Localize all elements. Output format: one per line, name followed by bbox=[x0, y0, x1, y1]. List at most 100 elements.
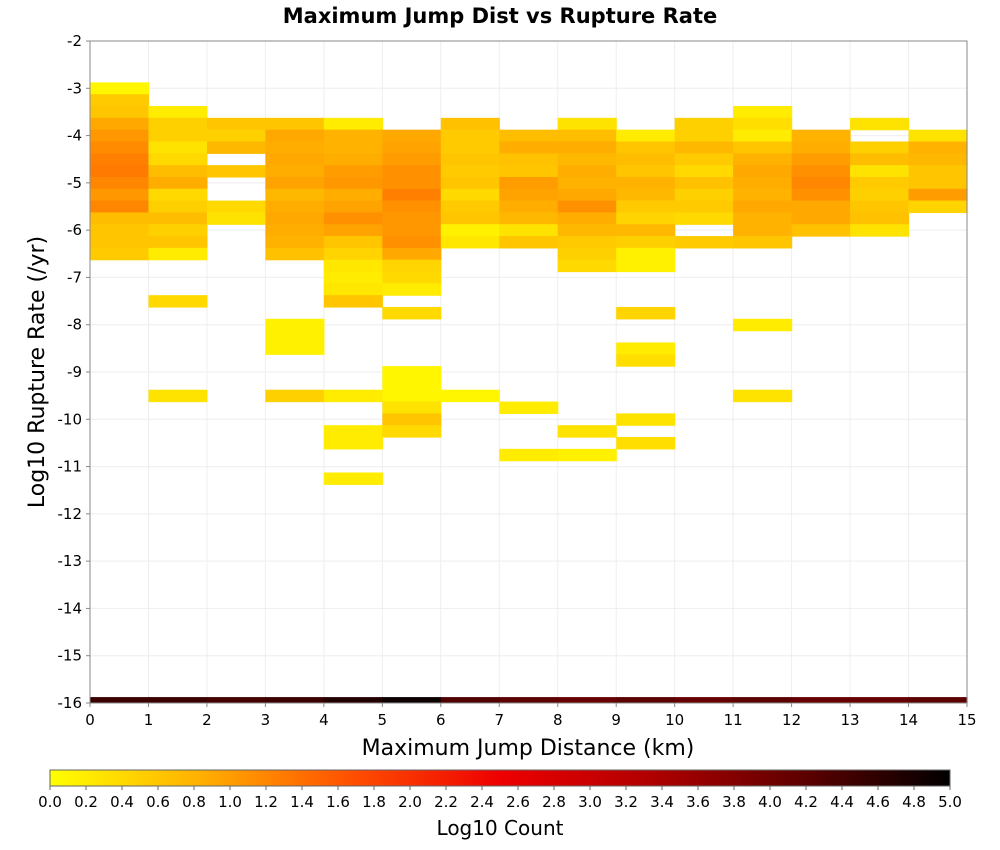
colorbar-tick-label: 0.0 bbox=[38, 793, 62, 811]
heatmap-cell bbox=[674, 153, 734, 166]
heatmap-cell bbox=[850, 117, 910, 131]
heatmap-cell bbox=[499, 212, 559, 225]
heatmap-cell bbox=[382, 165, 442, 178]
heatmap-cell bbox=[733, 236, 793, 249]
heatmap-cell bbox=[557, 176, 617, 190]
x-tick-label: 15 bbox=[957, 711, 976, 729]
x-tick-label: 7 bbox=[494, 711, 504, 729]
heatmap-cell bbox=[733, 117, 793, 131]
heatmap-cell bbox=[90, 106, 150, 119]
heatmap-cell bbox=[265, 188, 325, 202]
heatmap-cell bbox=[499, 176, 559, 190]
heatmap-cell bbox=[499, 141, 559, 154]
heatmap-cell bbox=[90, 224, 150, 237]
colorbar bbox=[49, 769, 951, 787]
heatmap-cell bbox=[440, 200, 500, 214]
heatmap-cell-bottom bbox=[90, 697, 150, 703]
heatmap-cell bbox=[382, 377, 442, 391]
heatmap-cell bbox=[733, 153, 793, 166]
heatmap-cell bbox=[323, 437, 383, 450]
heatmap-cell bbox=[90, 236, 150, 249]
heatmap-cell bbox=[148, 188, 208, 202]
heatmap-cell bbox=[90, 129, 150, 143]
heatmap-cell bbox=[323, 200, 383, 214]
heatmap-cell bbox=[557, 448, 617, 462]
heatmap-cell bbox=[382, 153, 442, 166]
heatmap-cell bbox=[440, 389, 500, 403]
colorbar-tick-label: 1.4 bbox=[290, 793, 314, 811]
heatmap-cell bbox=[382, 401, 442, 414]
heatmap-cell bbox=[850, 224, 910, 237]
heatmap-cell bbox=[616, 141, 676, 154]
colorbar-tick-label: 4.4 bbox=[830, 793, 854, 811]
x-axis-ticks: 0 1 2 3 4 5 6 7 8 9 10 11 12 13 14 15 bbox=[85, 703, 977, 729]
heatmap-cell bbox=[499, 165, 559, 178]
heatmap-cell bbox=[791, 224, 851, 237]
heatmap-cell bbox=[616, 342, 676, 355]
heatmap-cell-bottom bbox=[148, 697, 208, 703]
heatmap-cell-bottom bbox=[265, 697, 325, 703]
heatmap-cell bbox=[382, 271, 442, 284]
heatmap-cell bbox=[616, 165, 676, 178]
colorbar-tick-label: 5.0 bbox=[938, 793, 962, 811]
heatmap-cell bbox=[674, 141, 734, 154]
heatmap-cell bbox=[265, 212, 325, 225]
heatmap-cell bbox=[265, 247, 325, 261]
heatmap-cell bbox=[323, 247, 383, 261]
heatmap-cell bbox=[616, 200, 676, 214]
heatmap-cell bbox=[90, 94, 150, 107]
y-tick-label: -6 bbox=[67, 221, 82, 239]
heatmap-cell bbox=[323, 188, 383, 202]
heatmap-cell bbox=[908, 176, 968, 190]
x-tick-label: 14 bbox=[899, 711, 918, 729]
x-tick-label: 10 bbox=[665, 711, 684, 729]
heatmap-cell bbox=[850, 200, 910, 214]
heatmap-cell bbox=[557, 224, 617, 237]
heatmap-cell bbox=[206, 129, 266, 143]
heatmap-cell bbox=[148, 153, 208, 166]
heatmap-cell bbox=[382, 129, 442, 143]
colorbar-tick-label: 1.2 bbox=[254, 793, 278, 811]
colorbar-tick-label: 0.2 bbox=[74, 793, 98, 811]
heatmap-cell bbox=[382, 247, 442, 261]
y-tick-label: -10 bbox=[58, 410, 83, 428]
heatmap-cell bbox=[557, 259, 617, 273]
heatmap-cell bbox=[382, 141, 442, 154]
colorbar-tick-label: 2.0 bbox=[398, 793, 422, 811]
heatmap-cell-bottom bbox=[908, 697, 968, 703]
heatmap-cell bbox=[499, 236, 559, 249]
x-tick-label: 8 bbox=[553, 711, 563, 729]
heatmap-cell bbox=[499, 224, 559, 237]
heatmap-cell bbox=[206, 117, 266, 131]
heatmap-cell-bottom bbox=[850, 697, 910, 703]
colorbar-tick-label: 3.8 bbox=[722, 793, 746, 811]
heatmap-cell bbox=[265, 318, 325, 332]
heatmap-cell bbox=[90, 165, 150, 178]
heatmap-cell bbox=[791, 176, 851, 190]
heatmap-cell bbox=[265, 330, 325, 344]
heatmap-cell bbox=[616, 306, 676, 320]
heatmap-cell bbox=[557, 188, 617, 202]
y-tick-label: -11 bbox=[58, 458, 83, 476]
x-tick-label: 13 bbox=[841, 711, 860, 729]
heatmap-cell bbox=[323, 176, 383, 190]
heatmap-cell bbox=[616, 354, 676, 367]
heatmap-cell bbox=[382, 212, 442, 225]
heatmap-cell bbox=[557, 165, 617, 178]
heatmap-cell bbox=[382, 224, 442, 237]
heatmap-cell bbox=[557, 141, 617, 154]
colorbar-tick-label: 4.0 bbox=[758, 793, 782, 811]
heatmap-cell bbox=[440, 165, 500, 178]
colorbar-tick-label: 3.0 bbox=[578, 793, 602, 811]
heatmap-cell bbox=[791, 153, 851, 166]
heatmap-cell bbox=[265, 165, 325, 178]
heatmap-cell bbox=[265, 153, 325, 166]
heatmap-cell-bottom bbox=[616, 697, 676, 703]
heatmap-cell bbox=[148, 200, 208, 214]
y-tick-label: -13 bbox=[58, 552, 83, 570]
heatmap-cell bbox=[148, 165, 208, 178]
heatmap-cell bbox=[323, 153, 383, 166]
heatmap-cell bbox=[382, 389, 442, 403]
heatmap-cell bbox=[323, 283, 383, 296]
